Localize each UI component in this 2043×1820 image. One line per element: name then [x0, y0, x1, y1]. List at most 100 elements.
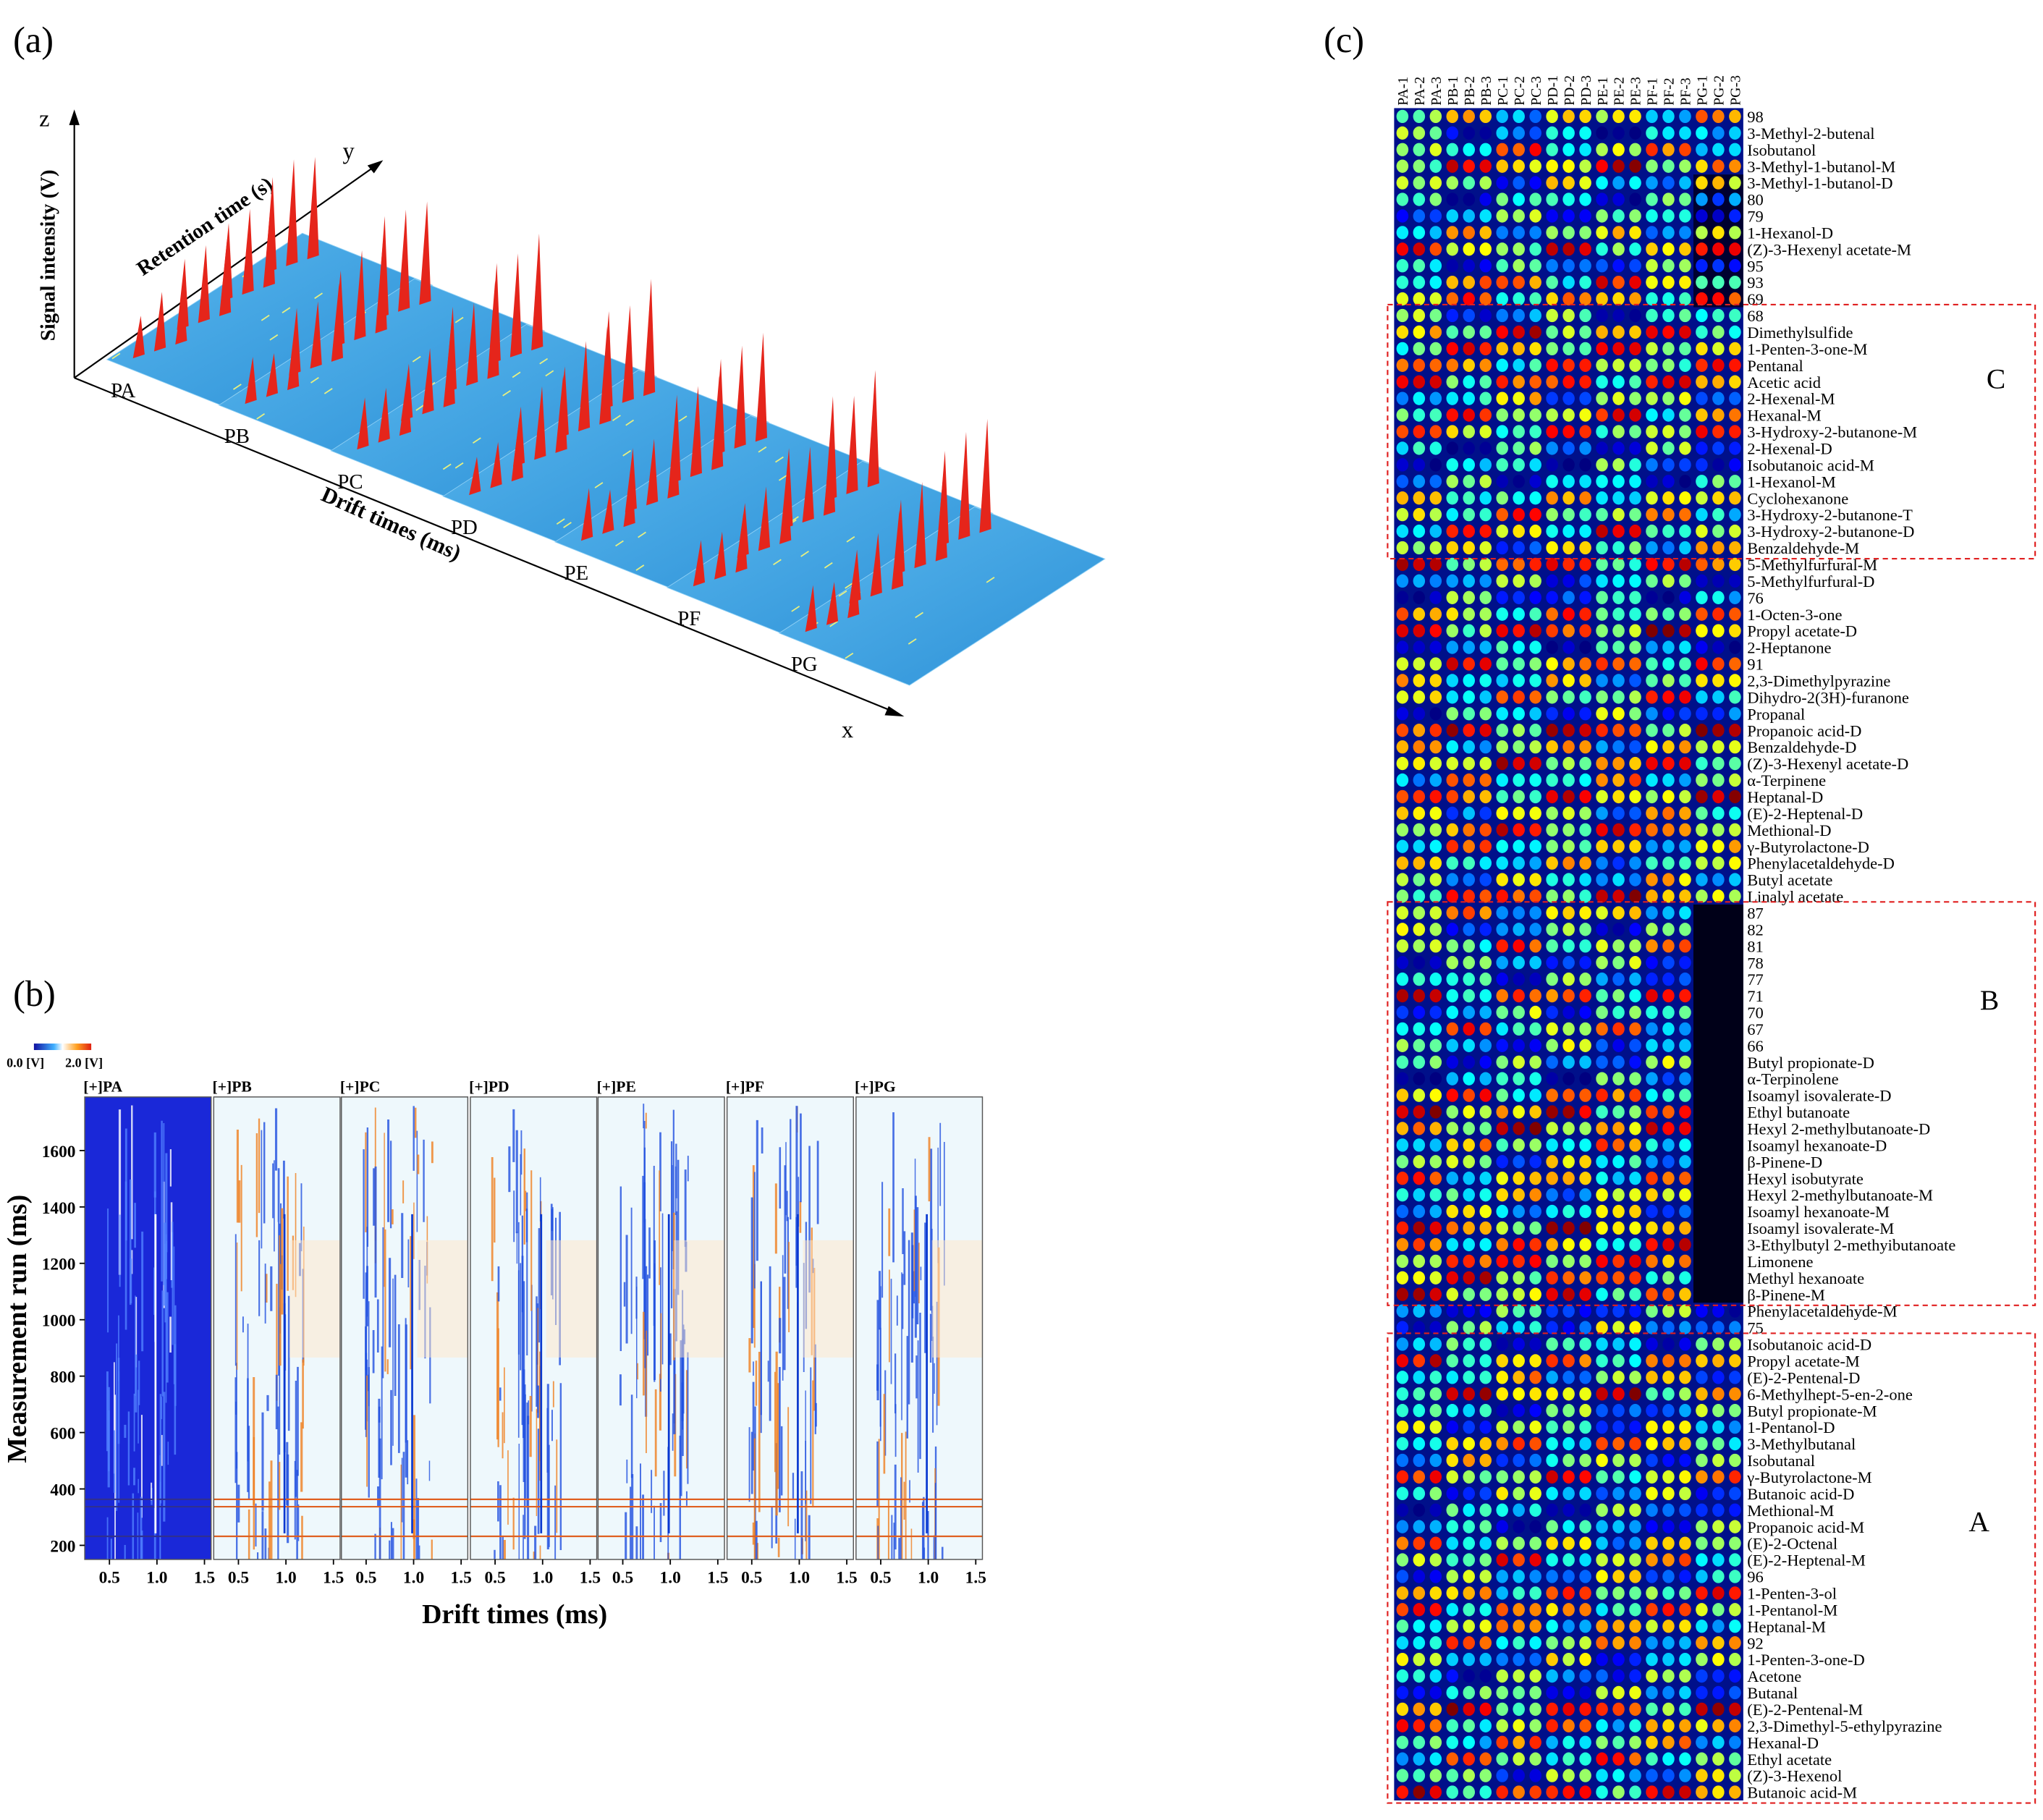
heat-cell	[1612, 375, 1625, 389]
spike	[781, 448, 793, 530]
row-label: (E)-2-Pentenal-M	[1747, 1701, 1863, 1719]
heat-cell	[1612, 906, 1625, 920]
heat-cell	[1529, 209, 1541, 223]
heat-cell	[1579, 1752, 1591, 1766]
heat-cell	[1562, 856, 1575, 870]
heat-cell	[1396, 425, 1409, 439]
heat-cell	[1662, 1652, 1675, 1667]
heat-cell	[1612, 1470, 1625, 1484]
heat-cell	[1529, 1055, 1541, 1069]
heat-cell	[1662, 1254, 1675, 1269]
row-label: 2-Hexenal-M	[1747, 390, 1835, 408]
heat-cell	[1612, 325, 1625, 339]
row-label: Propyl acetate-D	[1747, 622, 1857, 640]
heat-cell	[1479, 143, 1492, 156]
heat-cell	[1646, 441, 1658, 455]
heat-cell	[1429, 1486, 1442, 1501]
heat-cell	[1396, 358, 1409, 372]
heat-cell	[1712, 507, 1725, 522]
heat-cell	[1496, 1536, 1508, 1550]
heat-cell	[1662, 1536, 1675, 1550]
heat-cell	[1463, 624, 1476, 638]
heat-cell	[1429, 756, 1442, 771]
y-tick-label: 400	[50, 1481, 75, 1500]
heat-cell	[1596, 1719, 1608, 1732]
heat-cell	[1679, 557, 1691, 572]
region-label: B	[1980, 984, 1999, 1016]
heat-cell	[1413, 790, 1426, 804]
heat-cell	[1513, 507, 1525, 522]
row-label: α-Terpinene	[1747, 771, 1826, 790]
heat-cell	[1546, 790, 1558, 804]
heat-cell	[1612, 475, 1625, 488]
heat-cell	[1612, 756, 1625, 771]
heat-cell	[1496, 1038, 1508, 1052]
heat-cell	[1646, 657, 1658, 671]
row-label: Butyl propionate-M	[1747, 1402, 1877, 1420]
heat-cell	[1579, 507, 1591, 522]
heat-cell	[1463, 325, 1476, 339]
spike	[805, 585, 817, 632]
row-label: Hexanal-D	[1747, 1734, 1819, 1752]
heat-cell	[1546, 1005, 1558, 1020]
heat-cell	[1729, 176, 1741, 190]
slab	[330, 323, 658, 504]
heat-cell	[1429, 209, 1442, 223]
heat-cell	[1612, 143, 1625, 156]
heat-cell	[1546, 541, 1558, 555]
row-label: 3-Hydroxy-2-butanone-D	[1747, 522, 1914, 541]
column-label: PG-2	[1712, 75, 1727, 106]
heat-cell	[1463, 1038, 1476, 1052]
heat-cell	[1662, 1188, 1675, 1202]
heat-cell	[1646, 624, 1658, 638]
heat-cell	[1712, 1503, 1725, 1517]
heat-cell	[1513, 1785, 1525, 1799]
heat-cell	[1579, 591, 1591, 604]
heat-cell	[1479, 1055, 1492, 1069]
heat-cell	[1413, 1520, 1426, 1533]
heat-cell	[1463, 1735, 1476, 1749]
heat-cell	[1662, 923, 1675, 936]
heat-cell	[1579, 1603, 1591, 1617]
heat-cell	[1479, 989, 1492, 1003]
streak	[758, 446, 767, 453]
heat-cell	[1679, 491, 1691, 505]
heat-cell	[1646, 325, 1658, 339]
heat-cell	[1679, 1072, 1691, 1085]
heat-cell	[1629, 1022, 1641, 1036]
heat-cell	[1696, 790, 1708, 804]
heat-cell	[1662, 1371, 1675, 1384]
heat-cell	[1629, 1536, 1641, 1550]
heat-cell	[1446, 1520, 1459, 1533]
heat-cell	[1496, 1088, 1508, 1102]
subplot-title: [+]PE	[597, 1078, 636, 1096]
heat-cell	[1446, 557, 1459, 572]
heat-cell	[1579, 1536, 1591, 1550]
heat-cell	[1446, 192, 1459, 206]
heat-cell	[1463, 873, 1476, 886]
row-label: Heptanal-M	[1747, 1617, 1826, 1635]
heat-cell	[1646, 823, 1658, 837]
heat-cell	[1546, 1436, 1558, 1451]
heat-cell	[1712, 1719, 1725, 1732]
spike	[286, 159, 298, 266]
heat-cell	[1413, 1105, 1426, 1119]
heat-cell	[1629, 126, 1641, 140]
heat-cell	[1546, 591, 1558, 604]
heat-cell	[1562, 1337, 1575, 1351]
heat-cell	[1612, 458, 1625, 472]
heat-cell	[1413, 375, 1426, 389]
heat-cell	[1612, 1237, 1625, 1252]
heat-cell	[1429, 607, 1442, 621]
heat-cell	[1596, 1204, 1608, 1219]
heat-cell	[1712, 574, 1725, 588]
column-label: PE-3	[1628, 77, 1644, 106]
spike	[378, 387, 390, 443]
heat-cell	[1662, 574, 1675, 588]
heat-cell	[1679, 242, 1691, 256]
heat-cell	[1679, 591, 1691, 604]
heat-cell	[1612, 209, 1625, 223]
heat-cell	[1646, 1603, 1658, 1617]
heat-cell	[1629, 806, 1641, 820]
haze	[931, 1240, 983, 1358]
